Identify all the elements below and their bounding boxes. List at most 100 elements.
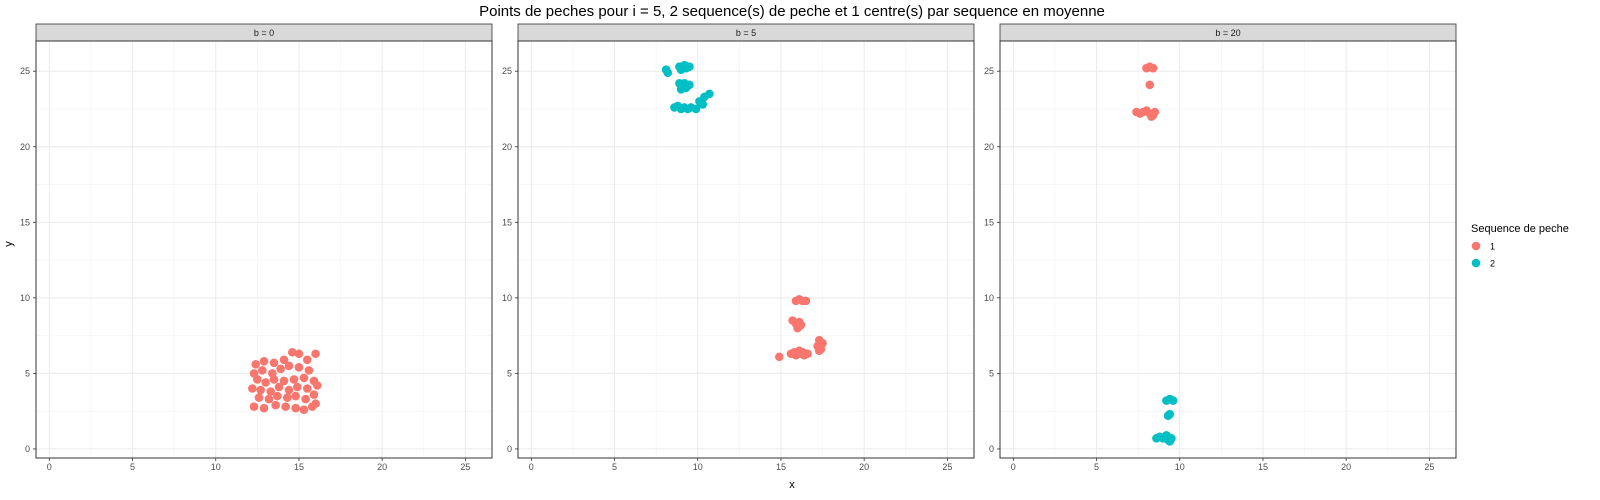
data-point-seq-1: [276, 364, 285, 374]
data-point-seq-1: [264, 394, 274, 404]
facet-panel-2: b = 20 0 5 10 15 20 25 0 5 10 15 20 25: [984, 23, 1457, 472]
x-tick-label: 20: [1341, 462, 1351, 472]
y-tick-label: 5: [507, 368, 512, 378]
data-point-seq-1: [273, 391, 282, 401]
data-point-seq-1: [302, 384, 312, 393]
data-point-seq-2: [663, 68, 673, 78]
data-point-seq-1: [284, 385, 294, 395]
panel-border: [517, 40, 975, 459]
data-point-seq-1: [269, 375, 279, 384]
facet-strip-label: b = 5: [736, 28, 756, 38]
facet-panels: b = 0 0 5 10 15 20 25 0 5 10 15 20 25 b = 5 0 5 10 15 20 25…: [20, 23, 1457, 472]
data-point-seq-1: [294, 349, 304, 359]
x-tick-label: 0: [529, 462, 534, 472]
data-point-seq-1: [299, 405, 309, 414]
facet-strip-label: b = 0: [254, 28, 274, 38]
data-point-seq-2: [1165, 409, 1175, 419]
y-tick-label: 5: [989, 368, 994, 378]
x-tick-label: 10: [693, 462, 703, 472]
x-tick-label: 25: [1424, 462, 1434, 472]
data-point-seq-1: [294, 363, 304, 372]
data-point-seq-1: [1147, 112, 1156, 121]
data-point-seq-1: [291, 391, 300, 401]
panel-border: [999, 40, 1457, 459]
panel-background: [1000, 41, 1456, 458]
data-point-seq-1: [259, 403, 269, 413]
data-point-seq-1: [311, 349, 320, 359]
y-tick-label: 10: [502, 293, 512, 303]
x-tick-label: 5: [130, 462, 135, 472]
data-point-seq-1: [259, 357, 269, 366]
x-tick-label: 15: [1258, 462, 1268, 472]
data-point-seq-1: [281, 402, 290, 411]
y-tick-label: 20: [20, 142, 30, 152]
data-point-seq-2: [691, 104, 701, 114]
data-point-seq-1: [311, 399, 320, 408]
data-point-seq-1: [299, 373, 309, 383]
x-tick-label: 5: [1094, 462, 1099, 472]
data-point-seq-1: [248, 384, 257, 393]
y-tick-label: 10: [20, 293, 30, 303]
legend: Sequence de peche 12: [1471, 223, 1569, 269]
x-tick-label: 15: [294, 462, 304, 472]
data-point-seq-1: [271, 400, 280, 410]
y-tick-label: 20: [984, 142, 994, 152]
data-point-seq-1: [291, 403, 300, 413]
facet-panel-0: b = 0 0 5 10 15 20 25 0 5 10 15 20 25: [20, 23, 493, 472]
data-point-seq-1: [253, 375, 262, 384]
y-tick-label: 5: [25, 368, 30, 378]
x-tick-label: 20: [859, 462, 869, 472]
data-point-seq-1: [814, 346, 824, 356]
data-point-seq-2: [1168, 396, 1178, 405]
x-tick-label: 5: [612, 462, 617, 472]
data-point-seq-1: [256, 385, 265, 395]
y-tick-label: 0: [989, 444, 994, 454]
legend-items: 12: [1471, 241, 1495, 269]
x-tick-label: 0: [1011, 462, 1016, 472]
data-point-seq-2: [681, 63, 691, 73]
x-tick-label: 0: [47, 462, 52, 472]
data-point-seq-2: [1165, 437, 1175, 446]
y-tick-label: 25: [984, 66, 994, 76]
data-point-seq-1: [266, 387, 275, 396]
x-tick-label: 15: [776, 462, 786, 472]
data-point-seq-1: [1148, 63, 1158, 73]
panel-border: [35, 40, 493, 459]
data-point-seq-1: [254, 393, 264, 402]
data-point-seq-1: [261, 378, 270, 387]
data-point-seq-1: [301, 394, 310, 404]
y-tick-label: 15: [502, 217, 512, 227]
y-tick-label: 20: [502, 142, 512, 152]
data-point-seq-1: [798, 347, 807, 357]
data-point-seq-1: [1145, 80, 1155, 90]
data-point-seq-1: [774, 352, 784, 362]
y-tick-label: 15: [984, 217, 994, 227]
legend-key-seq-1: [1471, 241, 1481, 251]
x-tick-label: 25: [460, 462, 470, 472]
y-tick-label: 0: [507, 444, 512, 454]
data-point-seq-1: [304, 366, 314, 375]
data-point-seq-1: [312, 381, 322, 390]
x-tick-label: 25: [942, 462, 952, 472]
data-point-seq-2: [676, 85, 686, 94]
facet-panel-1: b = 5 0 5 10 15 20 25 0 5 10 15 20 25: [502, 23, 975, 472]
data-point-seq-1: [801, 296, 811, 306]
data-point-seq-1: [279, 355, 289, 365]
chart-title: Points de peches pour i = 5, 2 sequence(…: [479, 3, 1105, 20]
legend-label-seq-2: 2: [1490, 259, 1495, 269]
data-point-seq-1: [258, 366, 267, 375]
y-tick-label: 25: [502, 66, 512, 76]
x-tick-label: 20: [377, 462, 387, 472]
y-axis-title: y: [3, 241, 15, 247]
x-tick-label: 10: [1175, 462, 1185, 472]
data-point-seq-1: [282, 393, 292, 402]
x-tick-label: 10: [211, 462, 221, 472]
data-point-seq-1: [251, 360, 260, 369]
legend-title: Sequence de peche: [1471, 223, 1569, 235]
y-tick-label: 15: [20, 217, 30, 227]
data-point-seq-1: [793, 323, 802, 333]
data-point-seq-2: [698, 100, 708, 109]
data-point-seq-1: [289, 375, 299, 384]
data-point-seq-1: [279, 376, 289, 386]
